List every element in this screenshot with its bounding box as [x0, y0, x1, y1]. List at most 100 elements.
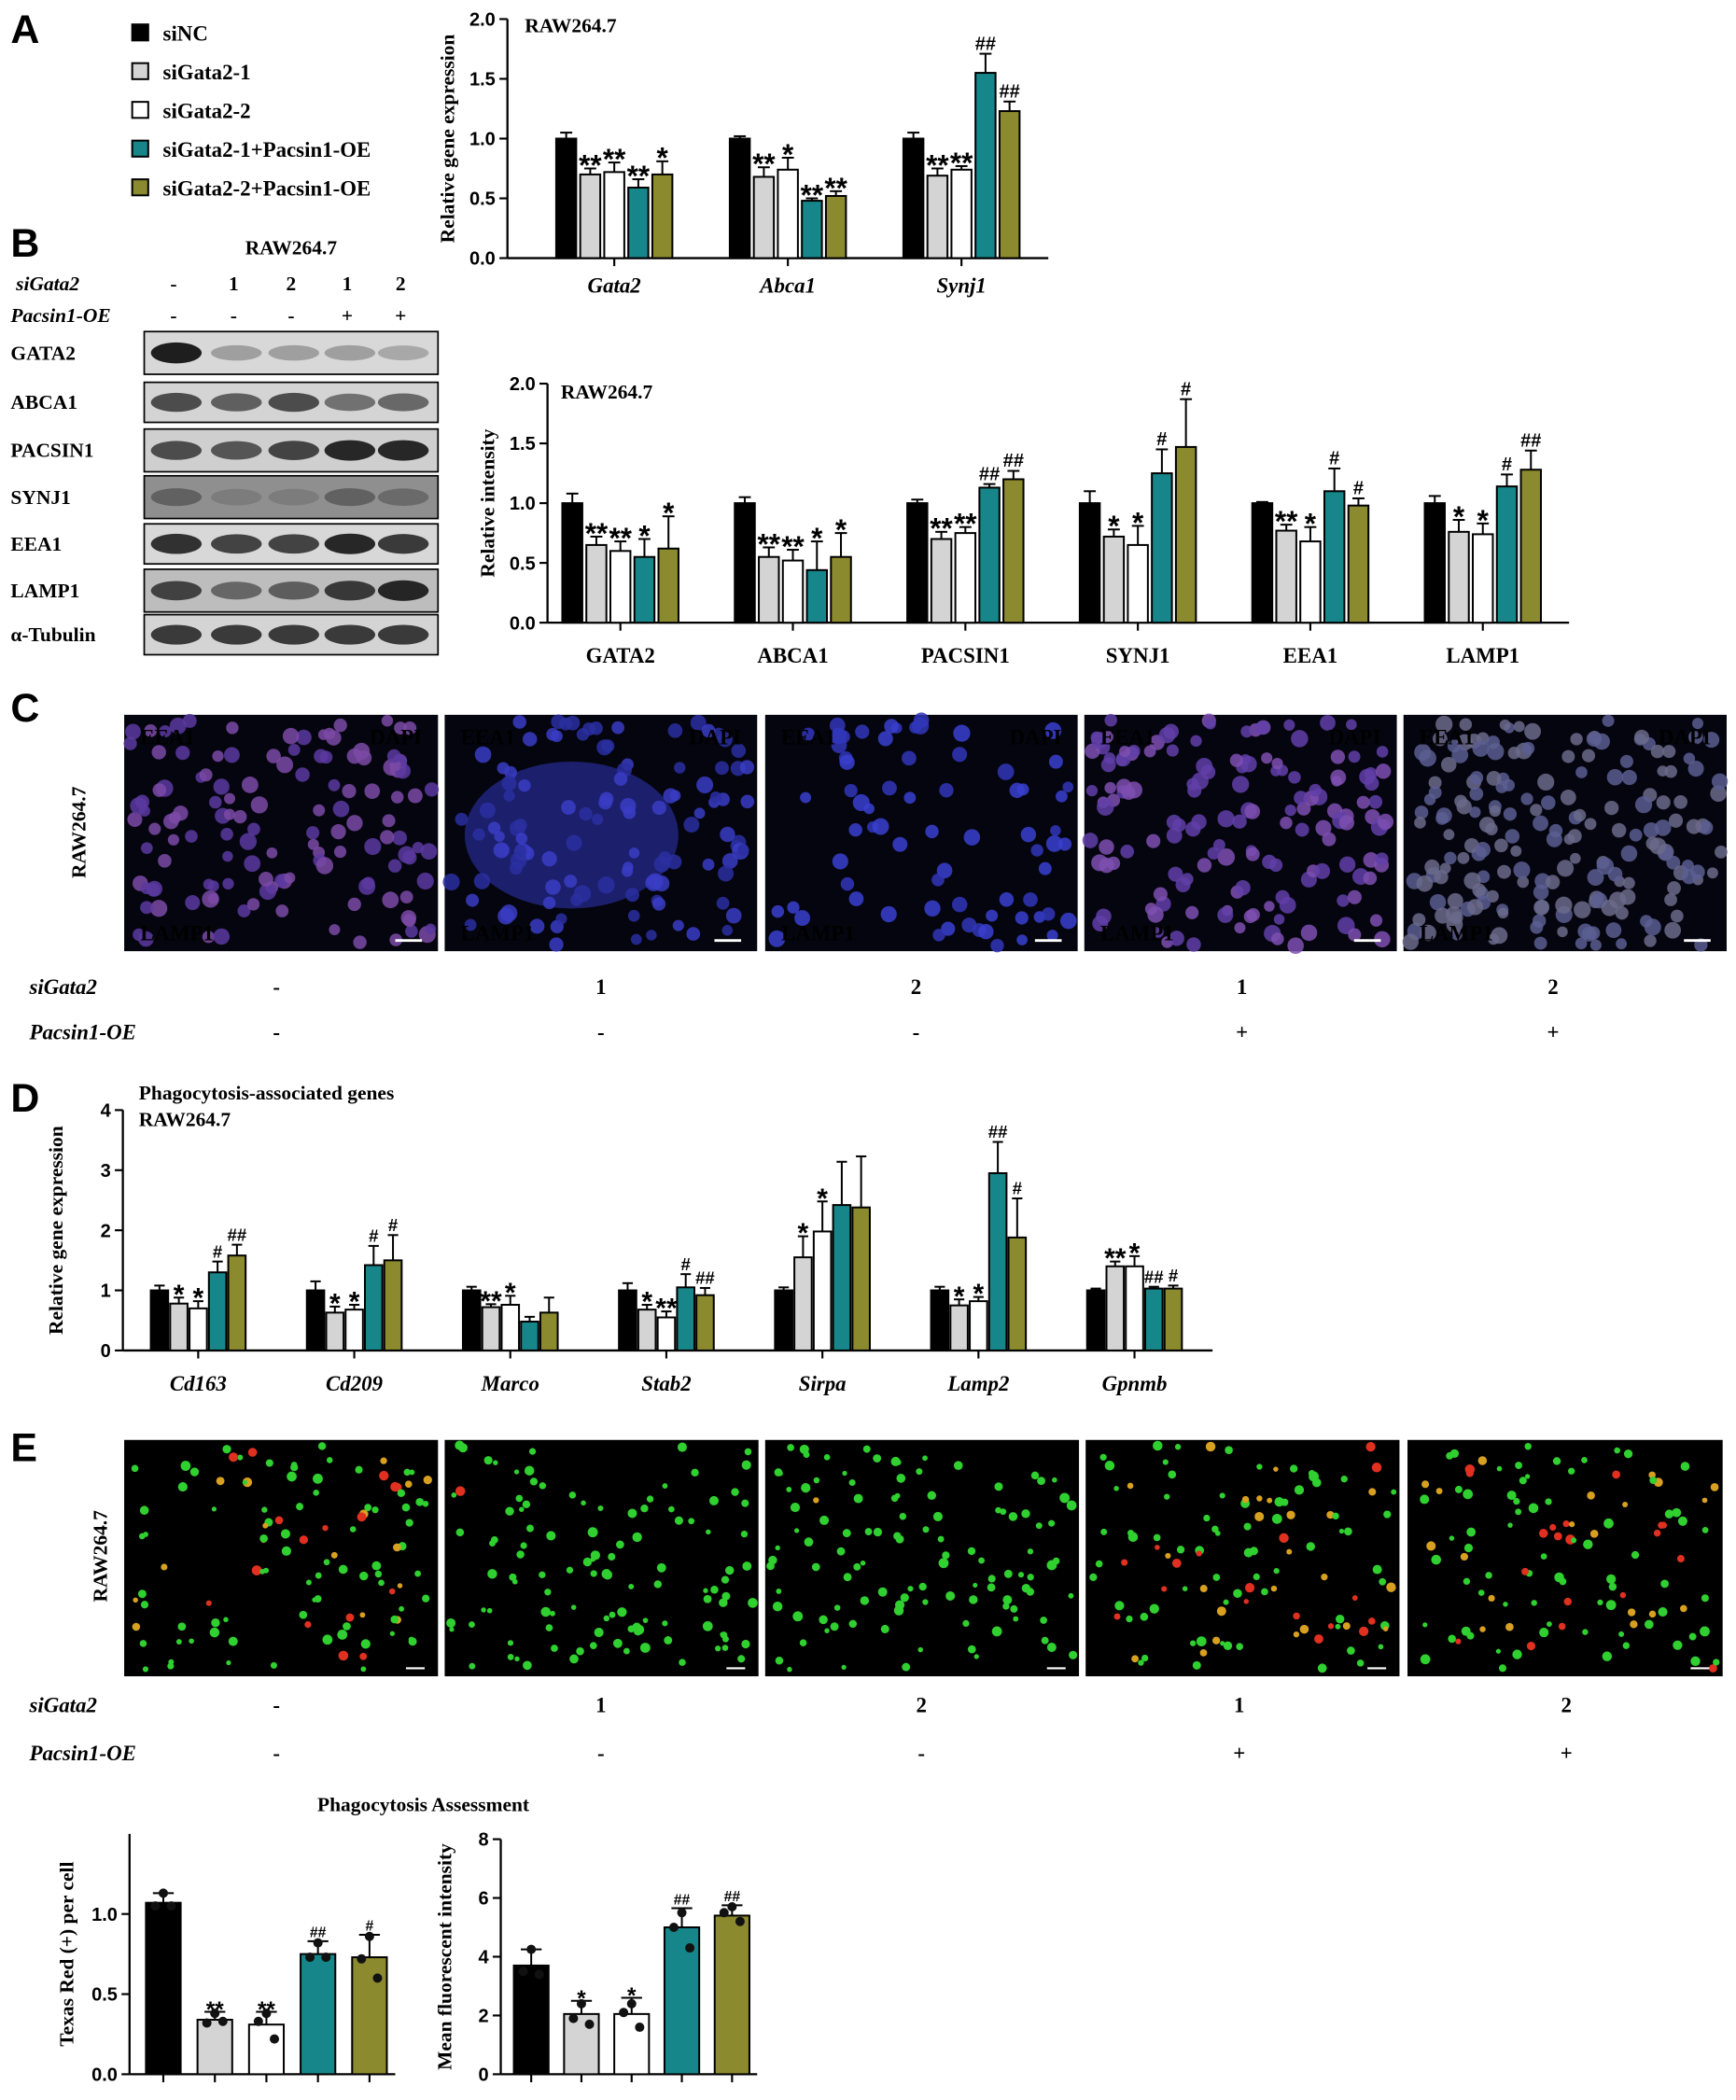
x-tick-label: EEA1	[1283, 644, 1337, 667]
cell	[247, 822, 260, 836]
cell	[1532, 914, 1547, 928]
cell	[1190, 735, 1202, 747]
cell	[1605, 1600, 1617, 1611]
cell	[1569, 1521, 1575, 1528]
cell	[226, 721, 239, 735]
cell	[1463, 1577, 1471, 1586]
cell	[1375, 763, 1392, 779]
cell	[1622, 1642, 1631, 1649]
cell	[407, 788, 423, 804]
cell	[709, 791, 722, 804]
bar	[805, 568, 829, 624]
cell	[1650, 744, 1665, 759]
cell	[1618, 1631, 1625, 1637]
cell	[338, 1650, 349, 1661]
cell	[823, 1453, 831, 1461]
y-tick-label: 2	[479, 2007, 489, 2027]
cell	[1035, 1522, 1043, 1530]
bar	[906, 502, 929, 624]
cell	[1668, 813, 1684, 828]
significance-label: ##	[1144, 1267, 1164, 1286]
bar	[1078, 502, 1101, 624]
cell	[266, 749, 281, 763]
cell	[1605, 922, 1622, 939]
y-tick-label: 1.5	[510, 434, 536, 455]
cell	[907, 1586, 914, 1592]
cell	[1048, 1519, 1056, 1527]
cell	[1469, 806, 1481, 819]
cell	[1271, 757, 1283, 770]
y-tick-label: 6	[479, 1889, 489, 1910]
cell	[1273, 1466, 1279, 1472]
blot-band	[211, 581, 262, 600]
cell-line-label: RAW264.7	[89, 1510, 111, 1603]
cell	[545, 879, 561, 895]
bar	[1448, 530, 1470, 624]
cell	[932, 929, 945, 942]
cell	[1448, 1634, 1456, 1644]
blot-band	[150, 624, 203, 645]
y-tick-label: 2	[101, 1221, 111, 1241]
cell	[1673, 1640, 1683, 1650]
bar	[579, 173, 602, 259]
cell	[523, 732, 538, 747]
blot-band	[268, 392, 319, 413]
cell	[549, 937, 564, 952]
cell	[768, 1555, 777, 1565]
blot-band	[211, 344, 262, 361]
cell	[1027, 1574, 1034, 1581]
significance-label: ##	[674, 1892, 691, 1908]
cell	[1460, 1552, 1468, 1561]
cell	[688, 1518, 695, 1525]
cell	[1348, 750, 1361, 763]
cell	[573, 885, 592, 903]
data-point	[518, 1967, 528, 1977]
cell	[1085, 784, 1099, 797]
cell	[1236, 1643, 1243, 1651]
cell	[903, 791, 917, 805]
cell	[228, 1636, 238, 1646]
data-point	[584, 2019, 595, 2029]
cell	[813, 1477, 820, 1484]
cell	[1120, 845, 1135, 859]
cell	[1372, 1564, 1382, 1575]
cell	[1176, 1546, 1185, 1554]
cell	[338, 1564, 348, 1575]
cell	[296, 729, 312, 746]
cell	[1229, 753, 1243, 767]
cell	[175, 1639, 182, 1645]
cell	[1057, 837, 1072, 851]
significance-label: #	[1013, 1179, 1023, 1198]
cell	[330, 1551, 338, 1559]
cell	[1020, 826, 1037, 843]
bar	[561, 502, 583, 624]
cell	[1214, 1530, 1221, 1536]
bar	[774, 1289, 793, 1351]
bar	[930, 538, 953, 624]
cell	[900, 1593, 909, 1603]
cell	[1181, 873, 1194, 886]
cell	[613, 772, 628, 786]
cell	[516, 1550, 525, 1559]
cell	[843, 1573, 852, 1582]
cell	[1351, 1595, 1358, 1601]
cell	[646, 1495, 654, 1503]
cell	[917, 1646, 923, 1653]
cell	[1114, 1601, 1125, 1611]
cell	[323, 1559, 330, 1566]
cell	[212, 750, 224, 763]
cell	[182, 713, 197, 728]
condition-label: siGata2	[28, 975, 96, 999]
cell	[1420, 1654, 1431, 1665]
cell	[1146, 833, 1161, 848]
cell	[207, 880, 219, 892]
significance-label: *	[505, 1278, 516, 1309]
bar	[1299, 540, 1322, 624]
cell	[1680, 1604, 1687, 1613]
cell	[640, 1504, 649, 1513]
cell	[840, 876, 855, 891]
protein-label: EEA1	[10, 533, 62, 555]
cell	[1575, 937, 1588, 950]
cell	[1273, 914, 1285, 925]
